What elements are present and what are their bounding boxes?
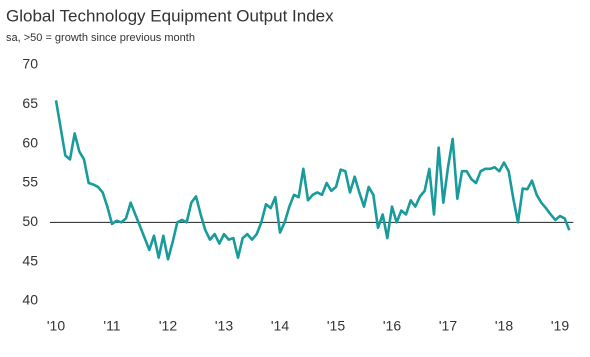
x-tick-label: '17 — [439, 318, 457, 334]
x-tick-label: '19 — [551, 318, 569, 334]
x-tick-label: '16 — [383, 318, 401, 334]
chart-subtitle: sa, >50 = growth since previous month — [6, 32, 195, 44]
y-tick-label: 40 — [22, 292, 38, 308]
data-line — [54, 100, 571, 261]
y-tick-label: 70 — [22, 56, 38, 72]
x-tick-label: '11 — [103, 318, 120, 334]
y-tick-label: 45 — [22, 252, 38, 268]
y-tick-label: 55 — [22, 174, 38, 190]
x-tick-label: '10 — [47, 318, 65, 334]
x-tick-label: '15 — [327, 318, 345, 334]
x-tick-label: '14 — [271, 318, 289, 334]
chart-title: Global Technology Equipment Output Index — [6, 6, 334, 25]
y-tick-label: 50 — [22, 213, 38, 229]
x-tick-label: '12 — [159, 318, 177, 334]
x-tick-label: '18 — [495, 318, 513, 334]
y-tick-label: 60 — [22, 134, 38, 150]
y-tick-label: 65 — [22, 95, 38, 111]
x-tick-label: '13 — [215, 318, 233, 334]
